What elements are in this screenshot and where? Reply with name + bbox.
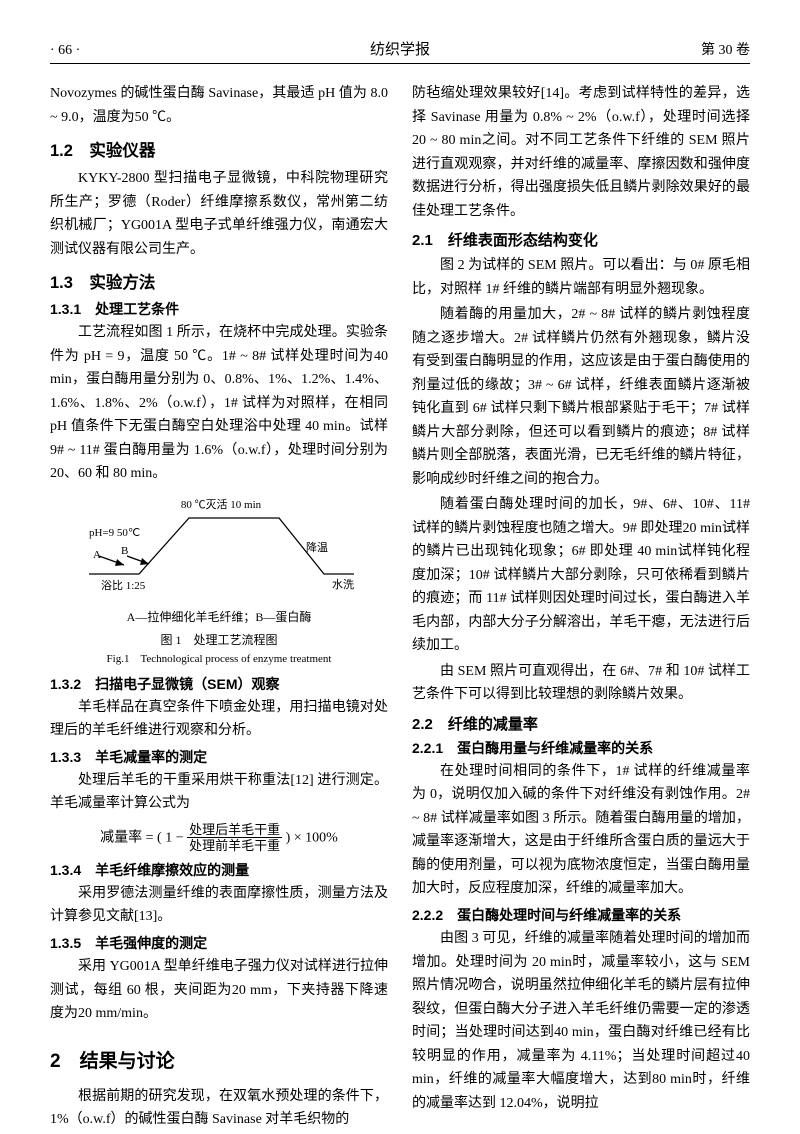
- fig1-ratio: 浴比 1:25: [101, 579, 146, 592]
- heading-1-3-4: 1.3.4 羊毛纤维摩擦效应的测量: [50, 860, 388, 880]
- para-1-3-2: 羊毛样品在真空条件下喷金处理，用扫描电镜对处理后的羊毛纤维进行观察和分析。: [50, 696, 388, 743]
- para-1-3-4: 采用罗德法测量纤维的表面摩擦性质，测量方法及计算参见文献[13]。: [50, 882, 388, 929]
- heading-2-1: 2.1 纤维表面形态结构变化: [412, 229, 750, 250]
- right-p1: 防毡缩处理效果较好[14]。考虑到试样特性的差异，选择 Savinase 用量为…: [412, 82, 750, 223]
- fig1-B: B: [121, 545, 128, 557]
- fig1-top-label: 80 ℃灭活 10 min: [181, 498, 262, 511]
- para-1-2: KYKY-2800 型扫描电子显微镜，中科院物理研究所生产；罗德（Roder）纤…: [50, 167, 388, 261]
- figure-1-svg: 80 ℃灭活 10 min pH=9 50℃ A B 降温 水洗 浴比 1:25: [69, 496, 369, 606]
- formula-weight-loss: 减量率 = ( 1 − 处理后羊毛干重 处理前羊毛干重 ) × 100%: [50, 822, 388, 854]
- para-section-2-lead: 根据前期的研究发现，在双氧水预处理的条件下，1%（o.w.f）的碱性蛋白酶 Sa…: [50, 1085, 388, 1132]
- heading-1-3-5: 1.3.5 羊毛强伸度的测定: [50, 933, 388, 953]
- formula-fraction: 处理后羊毛干重 处理前羊毛干重: [187, 822, 282, 854]
- volume-number: 第 30 卷: [650, 39, 750, 59]
- fig1-caption-en: Fig.1 Technological process of enzyme tr…: [50, 650, 388, 666]
- para-2-1-3: 随着蛋白酶处理时间的加长，9#、6#、10#、11# 试样的鳞片剥蚀程度也随之增…: [412, 493, 750, 658]
- para-1-3-1: 工艺流程如图 1 所示，在烧杯中完成处理。实验条件为 pH = 9，温度 50 …: [50, 321, 388, 486]
- formula-denominator: 处理前羊毛干重: [187, 838, 282, 854]
- page-number: · 66 ·: [50, 43, 150, 59]
- heading-1-3-2: 1.3.2 扫描电子显微镜（SEM）观察: [50, 674, 388, 694]
- journal-title: 纺织学报: [150, 38, 650, 59]
- intro-para: Novozymes 的碱性蛋白酶 Savinase，其最适 pH 值为 8.0 …: [50, 82, 388, 129]
- para-1-3-3: 处理后羊毛的干重采用烘干称重法[12] 进行测定。羊毛减量率计算公式为: [50, 769, 388, 816]
- fig1-note: A—拉伸细化羊毛纤维；B—蛋白酶: [50, 608, 388, 625]
- para-1-3-5: 采用 YG001A 型单纤维电子强力仪对试样进行拉伸测试，每组 60 根，夹间距…: [50, 955, 388, 1026]
- heading-1-3-1: 1.3.1 处理工艺条件: [50, 299, 388, 319]
- right-column: 防毡缩处理效果较好[14]。考虑到试样特性的差异，选择 Savinase 用量为…: [412, 82, 750, 1134]
- para-2-1-2: 随着酶的用量加大，2# ~ 8# 试样的鳞片剥蚀程度随之逐步增大。2# 试样鳞片…: [412, 303, 750, 491]
- heading-1-2: 1.2 实验仪器: [50, 137, 388, 161]
- heading-1-3-3: 1.3.3 羊毛减量率的测定: [50, 747, 388, 767]
- formula-open: ( 1 −: [157, 830, 184, 845]
- fig1-cool: 降温: [306, 540, 328, 554]
- para-2-1-4: 由 SEM 照片可直观得出，在 6#、7# 和 10# 试样工艺条件下可以得到比…: [412, 660, 750, 707]
- heading-2-2: 2.2 纤维的减量率: [412, 713, 750, 734]
- para-2-1-1: 图 2 为试样的 SEM 照片。可以看出：与 0# 原毛相比，对照样 1# 纤维…: [412, 254, 750, 301]
- two-column-layout: Novozymes 的碱性蛋白酶 Savinase，其最适 pH 值为 8.0 …: [50, 82, 750, 1134]
- left-column: Novozymes 的碱性蛋白酶 Savinase，其最适 pH 值为 8.0 …: [50, 82, 388, 1134]
- formula-lhs: 减量率 =: [100, 830, 157, 845]
- para-2-2-2: 由图 3 可见，纤维的减量率随着处理时间的增加而增加。处理时间为 20 min时…: [412, 927, 750, 1115]
- fig1-left-label: pH=9 50℃: [89, 527, 140, 539]
- heading-1-3: 1.3 实验方法: [50, 269, 388, 293]
- heading-2-2-2: 2.2.2 蛋白酶处理时间与纤维减量率的关系: [412, 905, 750, 925]
- para-2-2-1: 在处理时间相同的条件下，1# 试样的纤维减量率为 0，说明仅加入碱的条件下对纤维…: [412, 760, 750, 901]
- fig1-A: A: [93, 549, 101, 561]
- formula-numerator: 处理后羊毛干重: [187, 822, 282, 839]
- fig1-wash: 水洗: [332, 578, 354, 591]
- formula-close: ) × 100%: [286, 830, 338, 845]
- heading-section-2: 2 结果与讨论: [50, 1046, 388, 1073]
- fig1-caption-zh: 图 1 处理工艺流程图: [50, 631, 388, 648]
- figure-1: 80 ℃灭活 10 min pH=9 50℃ A B 降温 水洗 浴比 1:25…: [50, 496, 388, 666]
- page-header: · 66 · 纺织学报 第 30 卷: [50, 38, 750, 64]
- heading-2-2-1: 2.2.1 蛋白酶用量与纤维减量率的关系: [412, 738, 750, 758]
